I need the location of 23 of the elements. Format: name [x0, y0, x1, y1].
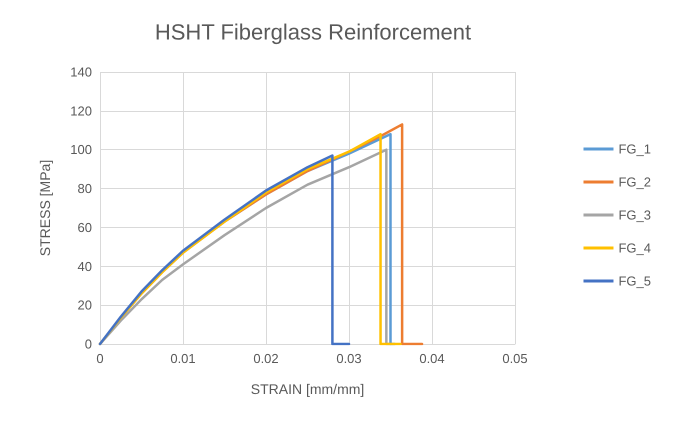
y-tick-label: 0 [84, 336, 92, 352]
line-series [98, 154, 350, 346]
legend-label: FG_3 [618, 208, 652, 222]
y-tick-label: 100 [70, 142, 92, 158]
y-tick-label: 80 [78, 181, 92, 196]
x-tick-label: 0.01 [170, 351, 196, 366]
y-tick-label: 20 [78, 298, 92, 313]
x-tick-label: 0.03 [336, 351, 362, 366]
y-axis-title: STRESS [MPa] [37, 160, 53, 256]
x-tick-label: 0.05 [502, 351, 528, 366]
legend-label: FG_4 [618, 240, 652, 256]
x-tick-label: 0.04 [419, 351, 445, 366]
y-tick-label: 140 [70, 64, 92, 80]
legend-label: FG_2 [618, 174, 652, 190]
legend-label: FG_5 [618, 274, 652, 288]
y-tick-label: 60 [78, 220, 92, 235]
y-tick-label: 40 [78, 258, 92, 274]
x-tick-label: 0.02 [253, 351, 279, 366]
legend-label: FG_1 [618, 142, 652, 156]
x-tick-label: 0 [96, 351, 104, 366]
x-axis-title: STRAIN [mm/mm] [250, 381, 364, 397]
chart-title: HSHT Fiberglass Reinforcement [154, 20, 472, 44]
y-tick-label: 120 [70, 103, 92, 118]
